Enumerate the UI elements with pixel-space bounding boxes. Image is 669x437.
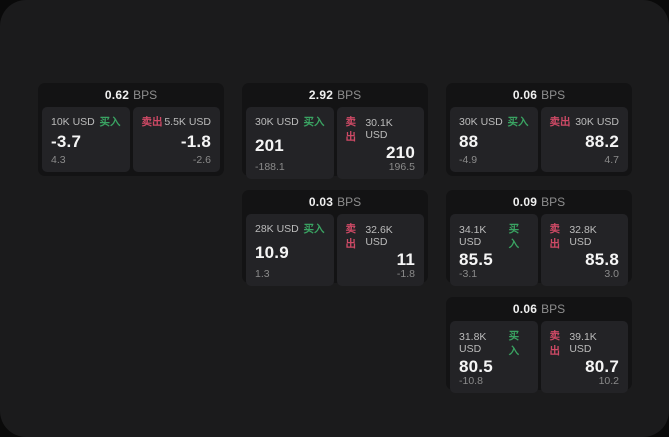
buy-delta-value: -10.8: [459, 375, 483, 387]
buy-delta-value: -188.1: [255, 161, 285, 173]
sell-panel[interactable]: 卖出 30.1K USD 210 196.5: [336, 107, 424, 179]
quote-card: 0.06 BPS 31.8K USD 买入 80.5 -10.8 卖出 39.1…: [446, 297, 632, 393]
buy-side-label: 买入: [508, 330, 520, 357]
buy-price-value: 85.5: [459, 250, 493, 269]
buy-delta-value: -4.9: [459, 154, 478, 166]
buy-price-value: 201: [255, 135, 284, 155]
buy-delta-value: 1.3: [255, 268, 270, 280]
buy-delta-value: 4.3: [51, 154, 66, 166]
bps-unit-label: BPS: [541, 195, 566, 209]
sell-amount-label: 30.1K USD: [365, 117, 393, 141]
sell-side-label: 卖出: [345, 116, 357, 143]
bps-unit-label: BPS: [337, 88, 362, 102]
sell-delta-value: 4.7: [604, 154, 619, 166]
bps-value: 0.06: [512, 302, 538, 316]
sell-amount-label: 5.5K USD: [164, 115, 211, 128]
buy-price-value: 80.5: [459, 357, 493, 376]
sell-panel[interactable]: 卖出 32.6K USD 11 -1.8: [336, 214, 424, 286]
quote-card: 0.03 BPS 28K USD 买入 10.9 1.3 卖出 32.6K US…: [242, 190, 428, 286]
bps-unit-label: BPS: [541, 88, 566, 102]
buy-side-label: 买入: [99, 116, 121, 128]
sell-amount-label: 32.8K USD: [569, 224, 597, 248]
sell-side-label: 卖出: [345, 223, 357, 250]
buy-panel[interactable]: 31.8K USD 买入 80.5 -10.8: [450, 321, 538, 393]
sell-side-label: 卖出: [549, 330, 561, 357]
sell-panel[interactable]: 卖出 30K USD 88.2 4.7: [540, 107, 628, 172]
sell-price-value: 80.7: [585, 357, 619, 376]
quote-card: 0.62 BPS 10K USD 买入 -3.7 4.3 卖出 5.5K USD…: [38, 83, 224, 176]
sell-side-label: 卖出: [141, 116, 163, 128]
buy-panel[interactable]: 10K USD 买入 -3.7 4.3: [42, 107, 130, 172]
bps-value: 0.03: [308, 195, 334, 209]
sell-price-value: 11: [396, 250, 415, 269]
bps-header: 0.03 BPS: [242, 190, 428, 214]
buy-panel[interactable]: 30K USD 买入 88 -4.9: [450, 107, 538, 172]
sell-price-value: 85.8: [585, 250, 619, 269]
buy-amount-label: 31.8K USD: [459, 331, 487, 355]
sell-price-value: -1.8: [180, 132, 211, 151]
sell-panel[interactable]: 卖出 39.1K USD 80.7 10.2: [540, 321, 628, 393]
buy-panel[interactable]: 34.1K USD 买入 85.5 -3.1: [450, 214, 538, 286]
sell-delta-value: 3.0: [604, 268, 619, 280]
bps-value: 2.92: [308, 88, 334, 102]
bps-header: 0.09 BPS: [446, 190, 632, 214]
buy-panel[interactable]: 30K USD 买入 201 -188.1: [246, 107, 334, 179]
bps-unit-label: BPS: [133, 88, 158, 102]
sell-panel[interactable]: 卖出 5.5K USD -1.8 -2.6: [132, 107, 220, 172]
bps-header: 2.92 BPS: [242, 83, 428, 107]
buy-amount-label: 10K USD: [51, 115, 95, 128]
sell-price-value: 210: [386, 143, 415, 162]
buy-side-label: 买入: [303, 223, 325, 235]
buy-side-label: 买入: [508, 223, 520, 250]
buy-amount-label: 30K USD: [459, 115, 503, 128]
quote-card: 0.06 BPS 30K USD 买入 88 -4.9 卖出 30K USD 8…: [446, 83, 632, 176]
buy-amount-label: 34.1K USD: [459, 224, 487, 248]
sell-delta-value: 196.5: [388, 161, 415, 173]
bps-header: 0.62 BPS: [38, 83, 224, 107]
buy-delta-value: -3.1: [459, 268, 478, 280]
quote-card: 0.09 BPS 34.1K USD 买入 85.5 -3.1 卖出 32.8K…: [446, 190, 632, 286]
bps-value: 0.06: [512, 88, 538, 102]
buy-price-value: 10.9: [255, 242, 289, 262]
sell-delta-value: -2.6: [192, 154, 211, 166]
bps-value: 0.62: [104, 88, 130, 102]
buy-amount-label: 28K USD: [255, 222, 299, 235]
sell-delta-value: -1.8: [396, 268, 415, 280]
sell-panel[interactable]: 卖出 32.8K USD 85.8 3.0: [540, 214, 628, 286]
sell-side-label: 卖出: [549, 223, 561, 250]
sell-amount-label: 30K USD: [575, 115, 619, 128]
quote-card: 2.92 BPS 30K USD 买入 201 -188.1 卖出 30.1K …: [242, 83, 428, 179]
bps-header: 0.06 BPS: [446, 297, 632, 321]
buy-side-label: 买入: [303, 116, 325, 128]
bps-header: 0.06 BPS: [446, 83, 632, 107]
sell-amount-label: 32.6K USD: [365, 224, 393, 248]
buy-price-value: 88: [459, 132, 479, 151]
buy-amount-label: 30K USD: [255, 115, 299, 128]
sell-amount-label: 39.1K USD: [569, 331, 597, 355]
sell-delta-value: 10.2: [598, 375, 619, 387]
buy-side-label: 买入: [507, 116, 529, 128]
sell-side-label: 卖出: [549, 116, 571, 128]
buy-panel[interactable]: 28K USD 买入 10.9 1.3: [246, 214, 334, 286]
bps-value: 0.09: [512, 195, 538, 209]
sell-price-value: 88.2: [585, 132, 619, 151]
bps-unit-label: BPS: [337, 195, 362, 209]
buy-price-value: -3.7: [51, 132, 82, 151]
bps-unit-label: BPS: [541, 302, 566, 316]
